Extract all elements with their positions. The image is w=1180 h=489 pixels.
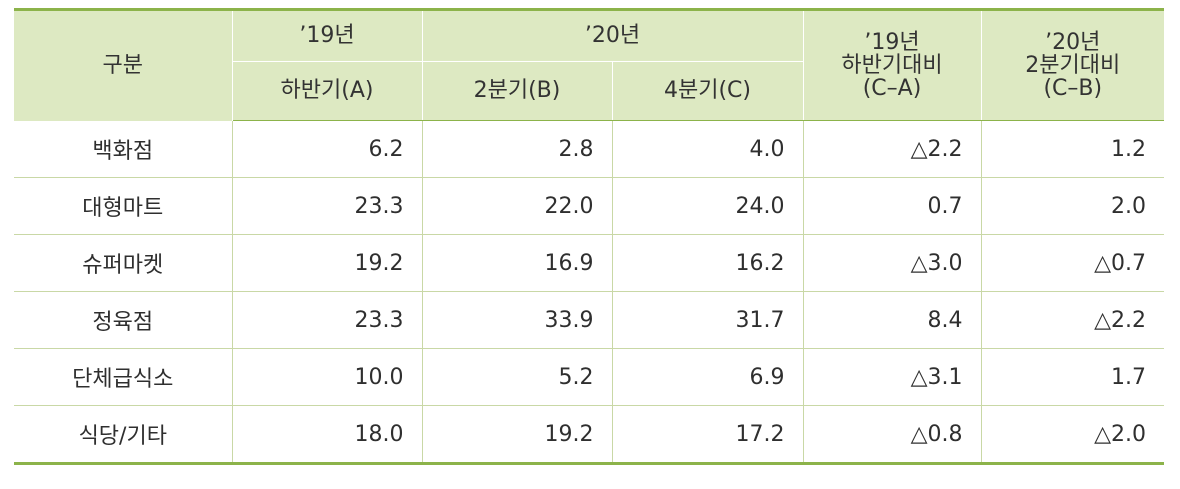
header-line: (C–B) [1043, 76, 1103, 102]
row-label: 대형마트 [14, 177, 232, 235]
header-year-2020: ’20년 [421, 8, 804, 62]
cell-h2-a: 19.2 [231, 234, 422, 292]
cell-q4-c: 31.7 [611, 291, 804, 349]
table-row: 정육점 23.3 33.9 31.7 8.4 △2.2 [14, 291, 1165, 349]
header-line: ’19년 [864, 29, 920, 55]
table-row: 백화점 6.2 2.8 4.0 △2.2 1.2 [14, 120, 1165, 178]
header-line: 2분기대비 [1025, 52, 1121, 78]
cell-diff-ca: △3.0 [802, 234, 982, 292]
header-q4-c: 4분기(C) [611, 61, 804, 121]
cell-h2-a: 6.2 [231, 120, 422, 178]
header-line: ’20년 [1045, 29, 1101, 55]
table-body: 백화점 6.2 2.8 4.0 △2.2 1.2 대형마트 23.3 22.0 … [14, 120, 1165, 465]
header-h2-a: 하반기(A) [232, 61, 423, 121]
header-q2-b: 2분기(B) [421, 61, 613, 121]
cell-h2-a: 10.0 [231, 348, 422, 406]
cell-h2-a: 23.3 [231, 177, 422, 235]
header-compare-2019-h2: ’19년 하반기대비 (C–A) [802, 8, 982, 121]
table-header: 구분 ’19년 ’20년 ’19년 하반기대비 (C–A) ’20년 2분기대비… [14, 8, 1165, 121]
cell-q2-b: 16.9 [421, 234, 612, 292]
header-category: 구분 [14, 8, 233, 121]
cell-h2-a: 23.3 [231, 291, 422, 349]
table-row: 대형마트 23.3 22.0 24.0 0.7 2.0 [14, 177, 1165, 235]
cell-q4-c: 16.2 [611, 234, 804, 292]
row-label: 슈퍼마켓 [14, 234, 232, 292]
sales-share-table: 구분 ’19년 ’20년 ’19년 하반기대비 (C–A) ’20년 2분기대비… [14, 8, 1165, 465]
cell-q4-c: 24.0 [611, 177, 804, 235]
row-label: 정육점 [14, 291, 232, 349]
header-line: 하반기대비 [841, 52, 943, 78]
cell-diff-cb: 1.2 [980, 120, 1165, 178]
table-row: 단체급식소 10.0 5.2 6.9 △3.1 1.7 [14, 348, 1165, 406]
cell-q2-b: 19.2 [421, 405, 612, 465]
row-label: 식당/기타 [14, 405, 232, 465]
cell-q4-c: 4.0 [611, 120, 804, 178]
data-table-wrapper: 구분 ’19년 ’20년 ’19년 하반기대비 (C–A) ’20년 2분기대비… [14, 8, 1165, 465]
table-row: 식당/기타 18.0 19.2 17.2 △0.8 △2.0 [14, 405, 1165, 465]
cell-diff-ca: △2.2 [802, 120, 982, 178]
cell-diff-cb: △2.0 [980, 405, 1165, 465]
header-line: (C–A) [862, 76, 922, 102]
cell-q4-c: 6.9 [611, 348, 804, 406]
cell-diff-ca: △3.1 [802, 348, 982, 406]
cell-q4-c: 17.2 [611, 405, 804, 465]
header-compare-2020-q2: ’20년 2분기대비 (C–B) [980, 8, 1165, 121]
table-row: 슈퍼마켓 19.2 16.9 16.2 △3.0 △0.7 [14, 234, 1165, 292]
cell-h2-a: 18.0 [231, 405, 422, 465]
cell-diff-cb: △2.2 [980, 291, 1165, 349]
cell-diff-cb: 1.7 [980, 348, 1165, 406]
cell-diff-cb: 2.0 [980, 177, 1165, 235]
row-label: 백화점 [14, 120, 232, 178]
cell-diff-ca: △0.8 [802, 405, 982, 465]
cell-diff-cb: △0.7 [980, 234, 1165, 292]
row-label: 단체급식소 [14, 348, 232, 406]
cell-q2-b: 5.2 [421, 348, 612, 406]
cell-q2-b: 22.0 [421, 177, 612, 235]
header-year-2019: ’19년 [231, 8, 423, 62]
cell-diff-ca: 8.4 [802, 291, 982, 349]
cell-diff-ca: 0.7 [802, 177, 982, 235]
cell-q2-b: 33.9 [421, 291, 612, 349]
cell-q2-b: 2.8 [421, 120, 612, 178]
